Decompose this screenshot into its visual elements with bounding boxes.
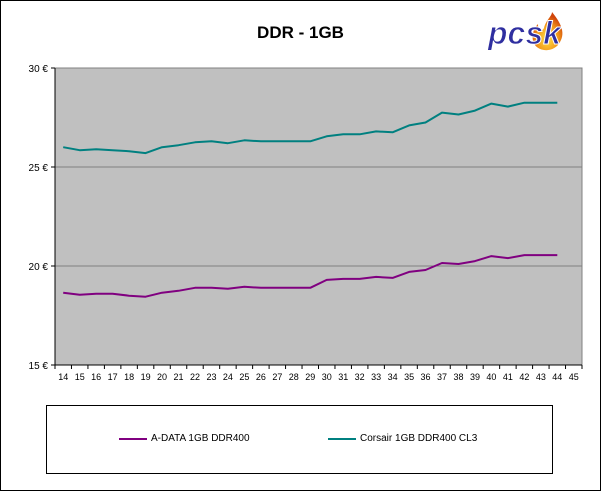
x-tick-label: 23 bbox=[206, 372, 216, 382]
legend: A-DATA 1GB DDR400 Corsair 1GB DDR400 CL3 bbox=[46, 405, 553, 474]
x-tick-label: 29 bbox=[305, 372, 315, 382]
x-tick-label: 22 bbox=[190, 372, 200, 382]
logo-text: pcsk bbox=[487, 15, 563, 51]
series-line-1 bbox=[63, 101, 558, 155]
legend-item-a-data: A-DATA 1GB DDR400 bbox=[119, 433, 250, 444]
y-tick-label: 30 € bbox=[29, 64, 49, 75]
legend-label-corsair: Corsair 1GB DDR400 CL3 bbox=[360, 433, 478, 444]
x-tick-label: 21 bbox=[174, 372, 184, 382]
x-tick-label: 40 bbox=[486, 372, 496, 382]
legend-swatch-a-data bbox=[119, 437, 147, 440]
y-axis-ticks: 15 € 20 € 25 € 30 € bbox=[29, 64, 55, 372]
x-tick-label: 35 bbox=[404, 372, 414, 382]
x-tick-label: 16 bbox=[91, 372, 101, 382]
x-tick-label: 15 bbox=[75, 372, 85, 382]
y-tick-label: 15 € bbox=[29, 361, 49, 372]
x-axis-ticks: 14 15 16 17 18 19 20 21 22 23 24 25 26 27 28 29 30 31 32 33… bbox=[54, 365, 583, 382]
x-tick-label: 31 bbox=[338, 372, 348, 382]
x-tick-label: 18 bbox=[124, 372, 134, 382]
x-tick-label: 39 bbox=[470, 372, 480, 382]
x-tick-label: 19 bbox=[141, 372, 151, 382]
x-tick-label: 33 bbox=[371, 372, 381, 382]
y-tick-label: 20 € bbox=[29, 262, 49, 273]
series-line-0 bbox=[63, 254, 558, 298]
x-tick-label: 30 bbox=[322, 372, 332, 382]
plot-area bbox=[54, 67, 583, 366]
x-tick-label: 26 bbox=[256, 372, 266, 382]
x-tick-label: 28 bbox=[289, 372, 299, 382]
pcsk-logo: pcsk bbox=[487, 12, 564, 52]
x-tick-label: 36 bbox=[421, 372, 431, 382]
x-tick-label: 20 bbox=[157, 372, 167, 382]
y-tick-label: 25 € bbox=[29, 163, 49, 174]
gridlines bbox=[55, 166, 582, 267]
x-tick-label: 42 bbox=[519, 372, 529, 382]
x-tick-label: 14 bbox=[58, 372, 68, 382]
x-tick-label: 17 bbox=[108, 372, 118, 382]
x-tick-label: 27 bbox=[272, 372, 282, 382]
x-tick-label: 34 bbox=[388, 372, 398, 382]
x-tick-label: 38 bbox=[453, 372, 463, 382]
legend-label-a-data: A-DATA 1GB DDR400 bbox=[151, 433, 250, 444]
x-tick-label: 37 bbox=[437, 372, 447, 382]
x-tick-label: 43 bbox=[536, 372, 546, 382]
line-chart: 15 € 20 € 25 € 30 € 14 15 16 17 18 19 20 21 22 23 24 2… bbox=[29, 64, 583, 382]
x-tick-label: 45 bbox=[569, 372, 579, 382]
x-tick-label: 41 bbox=[503, 372, 513, 382]
legend-item-corsair: Corsair 1GB DDR400 CL3 bbox=[328, 433, 477, 444]
chart-title: DDR - 1GB bbox=[257, 23, 344, 42]
x-tick-label: 24 bbox=[223, 372, 233, 382]
legend-swatch-corsair bbox=[328, 437, 356, 440]
series-lines bbox=[63, 101, 558, 298]
x-tick-label: 25 bbox=[239, 372, 249, 382]
x-tick-label: 32 bbox=[355, 372, 365, 382]
x-tick-label: 44 bbox=[552, 372, 562, 382]
